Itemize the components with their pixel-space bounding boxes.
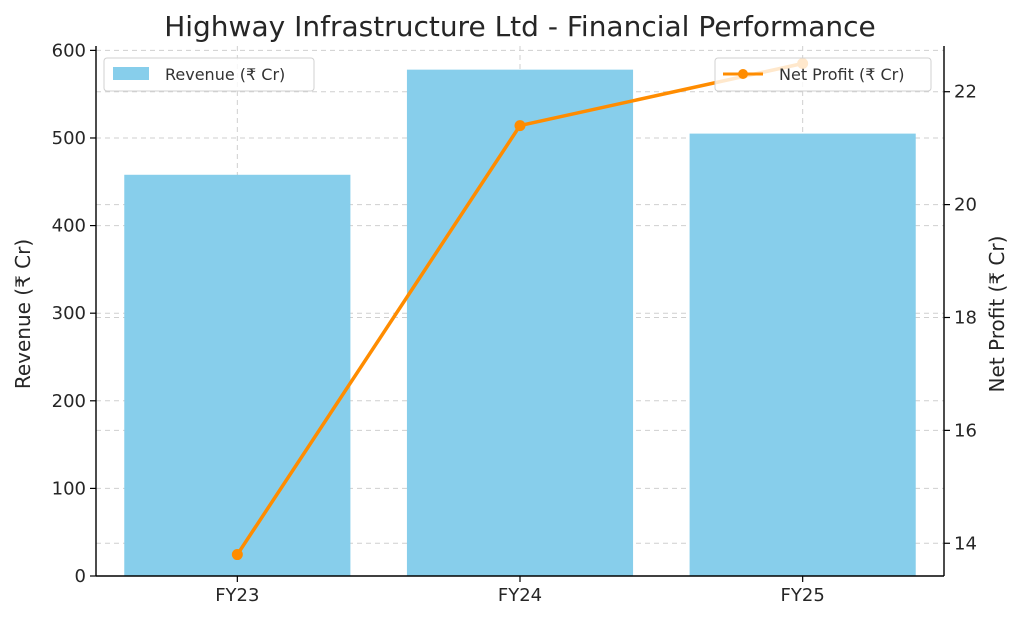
legend-net-profit-marker	[738, 69, 748, 79]
legend-revenue-swatch	[113, 67, 149, 80]
bar-FY23	[124, 174, 351, 576]
right-tick-label-16: 16	[954, 420, 977, 441]
revenue-bars	[124, 69, 916, 576]
legend-revenue-label: Revenue (₹ Cr)	[165, 65, 285, 84]
x-tick-label-FY24: FY24	[498, 585, 542, 606]
right-tick-label-20: 20	[954, 195, 977, 216]
right-tick-label-18: 18	[954, 307, 977, 328]
left-tick-label-200: 200	[52, 391, 86, 412]
x-tick-label-FY23: FY23	[215, 585, 259, 606]
bar-FY24	[406, 69, 634, 576]
x-tick-label-FY25: FY25	[781, 585, 825, 606]
right-tick-label-22: 22	[954, 82, 977, 103]
net-profit-point-FY23	[231, 549, 243, 561]
bar-FY25	[689, 133, 916, 576]
legend-net-profit-label: Net Profit (₹ Cr)	[779, 65, 905, 84]
net-profit-line	[231, 57, 809, 561]
left-tick-label-400: 400	[52, 216, 86, 237]
legend-revenue: Revenue (₹ Cr)	[103, 57, 315, 92]
left-tick-label-500: 500	[52, 128, 86, 149]
legend-net-profit: Net Profit (₹ Cr)	[714, 57, 932, 92]
left-tick-label-300: 300	[52, 303, 86, 324]
right-tick-label-14: 14	[954, 533, 977, 554]
axes: 0 100 200 300 400 500 600 14 16 18 20 22 FY23 FY24 FY2…	[52, 40, 977, 606]
net-profit-point-FY24	[514, 120, 526, 132]
left-tick-label-100: 100	[52, 478, 86, 499]
right-axis-title: Net Profit (₹ Cr)	[985, 236, 1009, 393]
left-tick-label-600: 600	[52, 40, 86, 61]
chart-title: Highway Infrastructure Ltd - Financial P…	[164, 10, 876, 43]
left-tick-label-0: 0	[75, 566, 86, 587]
left-axis-title: Revenue (₹ Cr)	[11, 239, 35, 389]
